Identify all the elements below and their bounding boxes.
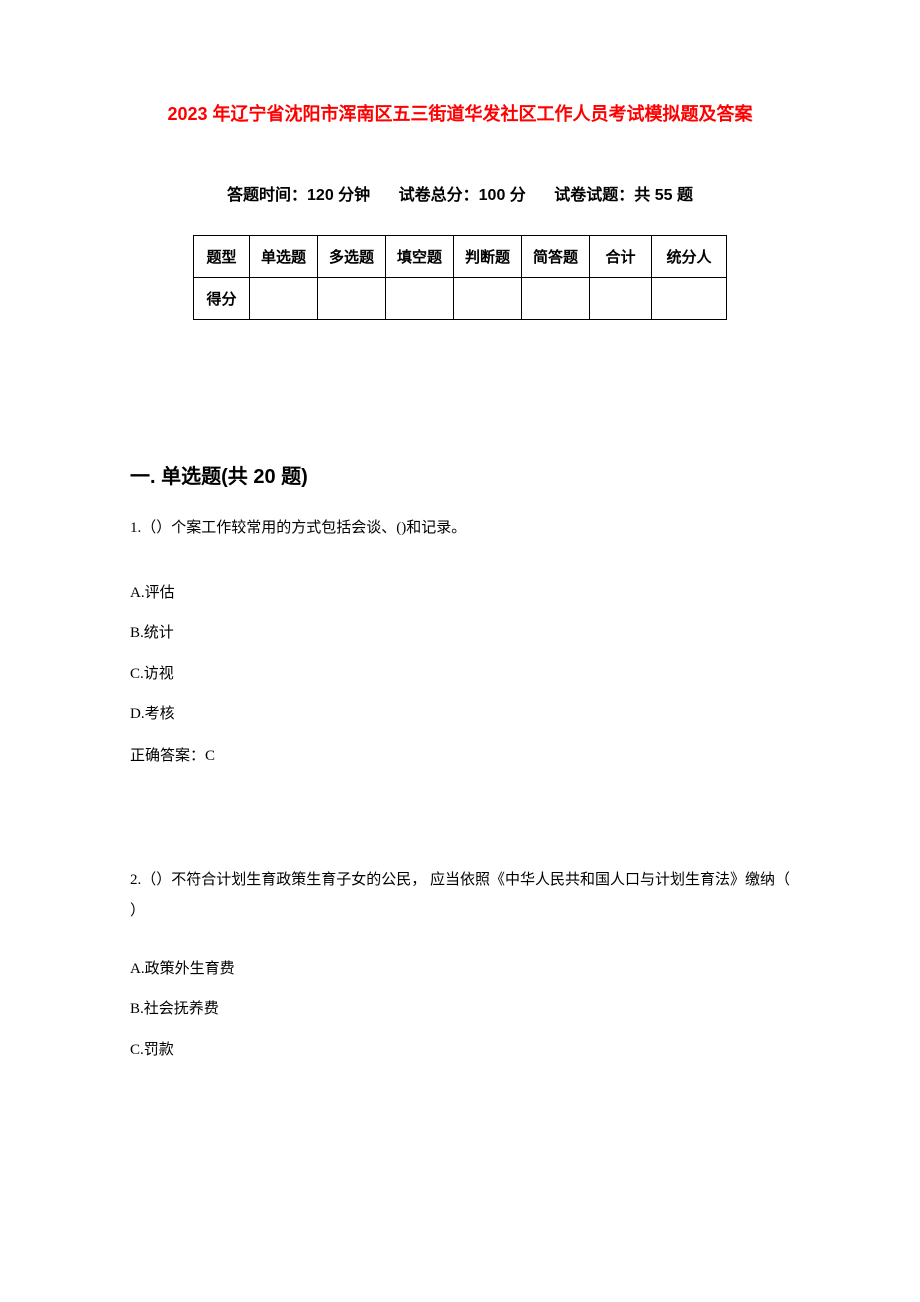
option-a: A.政策外生育费 [130, 958, 790, 981]
table-row: 得分 [194, 278, 727, 320]
question-1-answer: 正确答案：C [130, 744, 790, 765]
option-c: C.访视 [130, 663, 790, 686]
col-short: 简答题 [522, 236, 590, 278]
col-fill: 填空题 [386, 236, 454, 278]
score-table: 题型 单选题 多选题 填空题 判断题 简答题 合计 统分人 得分 [193, 235, 727, 320]
exam-question-count: 试卷试题：共 55 题 [554, 187, 693, 204]
table-row: 题型 单选题 多选题 填空题 判断题 简答题 合计 统分人 [194, 236, 727, 278]
row-label-score: 得分 [194, 278, 250, 320]
score-cell [590, 278, 652, 320]
question-2-options: A.政策外生育费 B.社会抚养费 C.罚款 [130, 958, 790, 1062]
exam-info-line: 答题时间：120 分钟 试卷总分：100 分 试卷试题：共 55 题 [130, 181, 790, 205]
col-scorer: 统分人 [652, 236, 727, 278]
score-cell [652, 278, 727, 320]
section-heading: 一. 单选题(共 20 题) [130, 460, 790, 489]
question-1-text: 1.（）个案工作较常用的方式包括会谈、()和记录。 [130, 517, 790, 540]
question-1-options: A.评估 B.统计 C.访视 D.考核 [130, 582, 790, 726]
option-c: C.罚款 [130, 1039, 790, 1062]
row-label-type: 题型 [194, 236, 250, 278]
option-a: A.评估 [130, 582, 790, 605]
exam-total-score: 试卷总分：100 分 [399, 187, 526, 204]
col-single: 单选题 [250, 236, 318, 278]
score-cell [386, 278, 454, 320]
question-2-text: 2.（）不符合计划生育政策生育子女的公民， 应当依照《中华人民共和国人口与计划生… [130, 865, 790, 928]
score-cell [522, 278, 590, 320]
document-title: 2023 年辽宁省沈阳市浑南区五三街道华发社区工作人员考试模拟题及答案 [130, 100, 790, 126]
score-cell [250, 278, 318, 320]
option-d: D.考核 [130, 703, 790, 726]
col-judge: 判断题 [454, 236, 522, 278]
exam-time: 答题时间：120 分钟 [227, 187, 370, 204]
score-cell [318, 278, 386, 320]
col-multi: 多选题 [318, 236, 386, 278]
option-b: B.统计 [130, 622, 790, 645]
col-total: 合计 [590, 236, 652, 278]
option-b: B.社会抚养费 [130, 998, 790, 1021]
score-cell [454, 278, 522, 320]
